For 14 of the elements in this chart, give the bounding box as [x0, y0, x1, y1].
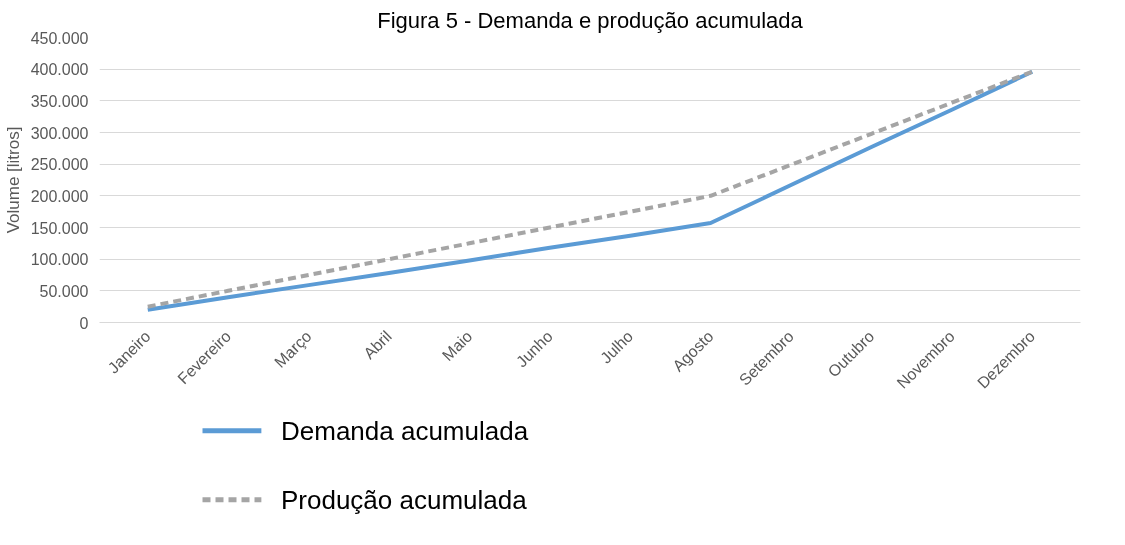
y-tick-label: 300.000 — [30, 124, 89, 142]
y-tick-label: 150.000 — [30, 219, 89, 237]
y-tick-label: 250.000 — [30, 156, 89, 174]
y-tick-label: 50.000 — [39, 282, 89, 300]
y-tick-label: 450.000 — [30, 29, 89, 47]
y-tick-label: 400.000 — [30, 61, 89, 79]
y-tick-label: 0 — [79, 314, 89, 332]
y-tick-label: 200.000 — [30, 187, 89, 205]
y-tick-label: 350.000 — [30, 92, 89, 110]
y-axis-title: Volume [litros] — [3, 126, 23, 234]
legend-label: Produção acumulada — [280, 484, 528, 515]
chart-title: Figura 5 - Demanda e produção acumulada — [377, 7, 804, 33]
legend-label: Demanda acumulada — [280, 415, 529, 446]
y-tick-label: 100.000 — [30, 251, 89, 269]
